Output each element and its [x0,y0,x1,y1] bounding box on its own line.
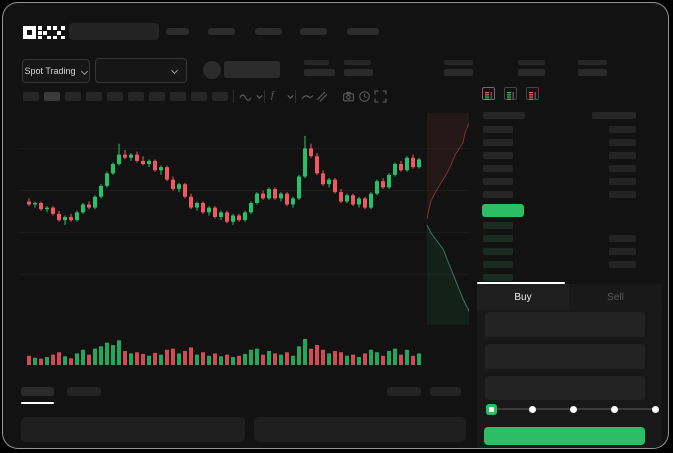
bid-row-price[interactable] [483,248,513,255]
bid-row-amount[interactable] [609,261,636,268]
slider-handle[interactable] [486,404,497,415]
chart-style-icon[interactable] [239,90,252,103]
order-history-placeholder[interactable] [254,417,466,442]
slider-step-dot[interactable] [611,406,618,413]
timeframe-button[interactable] [212,92,228,101]
ask-row-amount[interactable] [609,191,636,198]
bottom-action-placeholder[interactable] [430,387,461,396]
active-tab-indicator [477,282,565,284]
chevron-down-icon [171,67,178,74]
slider-step-dot[interactable] [529,406,536,413]
ask-row-price[interactable] [483,126,513,133]
buy-submit-button[interactable] [484,427,645,445]
bid-row-amount[interactable] [609,235,636,242]
bottom-tab-placeholder[interactable] [67,387,101,396]
trading-mode-label: Spot Trading [24,66,76,76]
ask-row-price[interactable] [483,139,513,146]
bottom-active-tab-underline [21,402,54,404]
bottom-action-placeholder[interactable] [387,387,421,396]
indicator-icon[interactable]: ƒ [270,90,276,101]
okx-logo [23,26,65,39]
app-window: Spot Trading ƒ [2,2,669,449]
timeframe-button[interactable] [149,92,165,101]
ask-row-amount[interactable] [609,152,636,159]
bid-row-price[interactable] [483,235,513,242]
timeframe-button[interactable] [170,92,186,101]
toolbar-divider [295,90,296,103]
open-orders-placeholder[interactable] [21,417,245,442]
bid-row-amount[interactable] [609,248,636,255]
ask-row-amount[interactable] [609,178,636,185]
chevron-down-icon[interactable] [284,90,297,103]
timeframe-button[interactable] [191,92,207,101]
chevron-down-icon[interactable] [253,90,266,103]
bid-row-price[interactable] [483,261,513,268]
timeframe-button[interactable] [128,92,144,101]
tab-buy[interactable]: Buy [477,284,569,310]
chevron-down-icon [81,68,88,75]
orderbook-header-placeholder [483,112,525,119]
last-price-indicator[interactable] [482,204,524,217]
ask-row-amount[interactable] [609,126,636,133]
total-input[interactable] [485,376,645,400]
slider-step-dot[interactable] [652,406,659,413]
search-bar[interactable] [69,23,159,40]
bottom-tab-placeholder[interactable] [21,387,54,396]
toolbar-divider [264,90,265,103]
book-asks-view-icon[interactable] [526,87,539,100]
timeframe-button[interactable] [44,92,60,101]
pair-logo-icon [203,61,221,79]
tab-sell[interactable]: Sell [569,284,662,310]
timeframe-button[interactable] [65,92,81,101]
ask-row-price[interactable] [483,165,513,172]
book-both-view-icon[interactable] [482,87,495,100]
tab-buy-label: Buy [514,291,532,303]
timeframe-button[interactable] [23,92,39,101]
last-price-placeholder [224,61,280,78]
bid-row-price[interactable] [483,274,513,281]
line-tool-icon[interactable] [301,90,314,103]
ask-row-price[interactable] [483,178,513,185]
ask-row-price[interactable] [483,191,513,198]
ask-row-amount[interactable] [609,139,636,146]
nav-item-placeholder[interactable] [300,28,327,35]
nav-item-placeholder[interactable] [208,28,235,35]
price-chart[interactable] [19,107,469,377]
toolbar-divider [233,90,234,103]
slider-step-dot[interactable] [570,406,577,413]
ask-row-amount[interactable] [609,165,636,172]
trading-mode-selector[interactable]: Spot Trading [22,59,90,83]
orderbook-header-placeholder [592,112,636,119]
nav-item-placeholder[interactable] [255,28,282,35]
tab-sell-label: Sell [607,291,624,303]
ask-row-price[interactable] [483,152,513,159]
timeframe-button[interactable] [107,92,123,101]
bid-row-price[interactable] [483,222,513,229]
nav-item-placeholder[interactable] [347,28,379,35]
compare-icon[interactable] [315,90,328,103]
history-clock-icon[interactable] [358,90,371,103]
book-bids-view-icon[interactable] [504,87,517,100]
nav-item-placeholder[interactable] [166,28,189,35]
amount-input[interactable] [485,344,645,369]
price-input[interactable] [485,312,645,337]
timeframe-button[interactable] [86,92,102,101]
pair-selector[interactable] [95,58,187,83]
fullscreen-icon[interactable] [374,90,387,103]
camera-icon[interactable] [342,90,355,103]
